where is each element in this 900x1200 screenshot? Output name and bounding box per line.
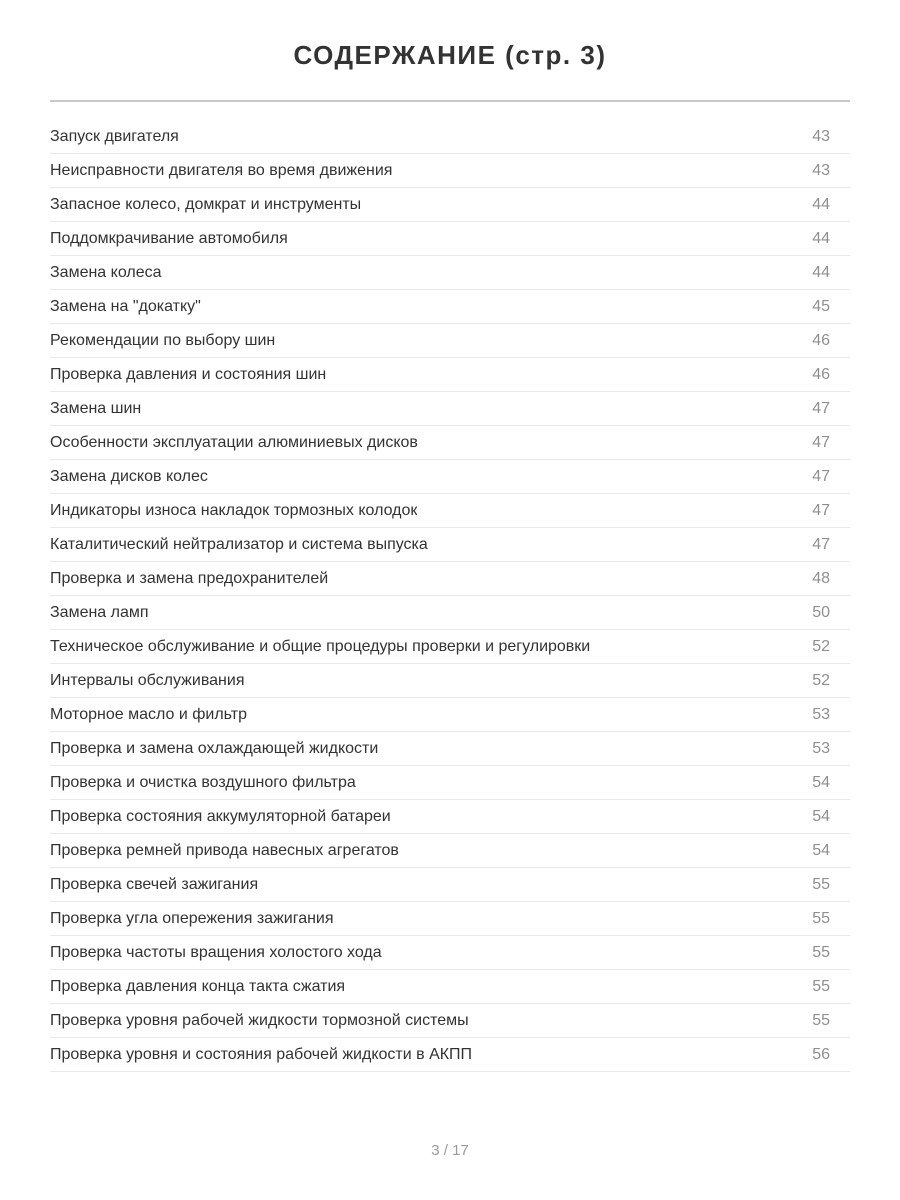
- toc-entry-label: Поддомкрачивание автомобиля: [50, 229, 288, 247]
- toc-entry[interactable]: Проверка уровня и состояния рабочей жидк…: [50, 1038, 850, 1072]
- toc-entry-page: 47: [812, 467, 830, 485]
- toc-entry-page: 55: [812, 875, 830, 893]
- page-indicator: 3 / 17: [431, 1142, 469, 1159]
- toc-entry[interactable]: Особенности эксплуатации алюминиевых дис…: [50, 426, 850, 460]
- toc-entry-page: 53: [812, 739, 830, 757]
- toc-entry-label: Замена колеса: [50, 263, 162, 281]
- toc-entry-page: 46: [812, 365, 830, 383]
- toc-entry[interactable]: Запасное колесо, домкрат и инструменты 4…: [50, 188, 850, 222]
- toc-entry-label: Проверка давления конца такта сжатия: [50, 977, 346, 995]
- toc-entry-label: Проверка угла опережения зажигания: [50, 909, 334, 927]
- toc-entry-page: 47: [812, 535, 830, 553]
- toc-entry-label: Особенности эксплуатации алюминиевых дис…: [50, 433, 418, 451]
- toc-entry[interactable]: Неисправности двигателя во время движени…: [50, 154, 850, 188]
- toc-entry[interactable]: Проверка и замена предохранителей 48: [50, 562, 850, 596]
- toc-entry[interactable]: Проверка угла опережения зажигания 55: [50, 902, 850, 936]
- toc-entry-page: 43: [812, 161, 830, 179]
- toc-entry[interactable]: Замена шин 47: [50, 392, 850, 426]
- toc-list: Запуск двигателя 43 Неисправности двигат…: [50, 120, 850, 1072]
- toc-entry[interactable]: Моторное масло и фильтр 53: [50, 698, 850, 732]
- toc-entry-label: Проверка уровня и состояния рабочей жидк…: [50, 1045, 473, 1063]
- toc-entry-page: 46: [812, 331, 830, 349]
- toc-entry-label: Замена дисков колес: [50, 467, 208, 485]
- toc-entry-label: Моторное масло и фильтр: [50, 705, 247, 723]
- toc-entry-label: Индикаторы износа накладок тормозных кол…: [50, 501, 418, 519]
- toc-entry[interactable]: Замена на "докатку" 45: [50, 290, 850, 324]
- toc-entry[interactable]: Поддомкрачивание автомобиля 44: [50, 222, 850, 256]
- toc-entry[interactable]: Каталитический нейтрализатор и система в…: [50, 528, 850, 562]
- toc-entry-label: Проверка уровня рабочей жидкости тормозн…: [50, 1011, 469, 1029]
- toc-entry-page: 43: [812, 127, 830, 145]
- toc-entry-label: Проверка ремней привода навесных агрегат…: [50, 841, 399, 859]
- toc-entry-page: 44: [812, 263, 830, 281]
- toc-entry[interactable]: Проверка свечей зажигания 55: [50, 868, 850, 902]
- toc-entry-label: Проверка и очистка воздушного фильтра: [50, 773, 356, 791]
- toc-entry-label: Техническое обслуживание и общие процеду…: [50, 637, 591, 655]
- toc-entry[interactable]: Интервалы обслуживания 52: [50, 664, 850, 698]
- toc-entry-page: 56: [812, 1045, 830, 1063]
- toc-entry-label: Проверка и замена предохранителей: [50, 569, 329, 587]
- toc-entry[interactable]: Проверка и очистка воздушного фильтра 54: [50, 766, 850, 800]
- title-divider: [50, 100, 850, 102]
- toc-entry-label: Запуск двигателя: [50, 127, 179, 145]
- toc-entry[interactable]: Проверка уровня рабочей жидкости тормозн…: [50, 1004, 850, 1038]
- toc-entry-page: 52: [812, 671, 830, 689]
- toc-entry[interactable]: Замена дисков колес 47: [50, 460, 850, 494]
- toc-entry-page: 55: [812, 909, 830, 927]
- toc-entry-page: 55: [812, 943, 830, 961]
- toc-entry-page: 48: [812, 569, 830, 587]
- toc-entry-page: 53: [812, 705, 830, 723]
- toc-entry[interactable]: Проверка давления и состояния шин 46: [50, 358, 850, 392]
- toc-entry-page: 54: [812, 807, 830, 825]
- toc-entry-page: 44: [812, 195, 830, 213]
- page-title: СОДЕРЖАНИЕ (стр. 3): [293, 40, 607, 70]
- toc-entry-label: Замена шин: [50, 399, 142, 417]
- toc-entry[interactable]: Техническое обслуживание и общие процеду…: [50, 630, 850, 664]
- toc-entry[interactable]: Индикаторы износа накладок тормозных кол…: [50, 494, 850, 528]
- toc-entry[interactable]: Проверка и замена охлаждающей жидкости 5…: [50, 732, 850, 766]
- toc-entry[interactable]: Проверка давления конца такта сжатия 55: [50, 970, 850, 1004]
- toc-entry-page: 54: [812, 841, 830, 859]
- toc-entry-label: Проверка и замена охлаждающей жидкости: [50, 739, 379, 757]
- toc-entry-page: 47: [812, 501, 830, 519]
- toc-entry[interactable]: Проверка частоты вращения холостого хода…: [50, 936, 850, 970]
- toc-entry-page: 47: [812, 433, 830, 451]
- toc-entry-label: Неисправности двигателя во время движени…: [50, 161, 393, 179]
- toc-entry-page: 44: [812, 229, 830, 247]
- toc-entry-label: Замена на "докатку": [50, 297, 201, 315]
- toc-entry-page: 50: [812, 603, 830, 621]
- toc-entry-page: 55: [812, 1011, 830, 1029]
- toc-entry-label: Интервалы обслуживания: [50, 671, 245, 689]
- toc-entry-label: Запасное колесо, домкрат и инструменты: [50, 195, 362, 213]
- toc-entry-label: Проверка состояния аккумуляторной батаре…: [50, 807, 391, 825]
- toc-entry-label: Проверка частоты вращения холостого хода: [50, 943, 382, 961]
- toc-entry-label: Рекомендации по выбору шин: [50, 331, 276, 349]
- toc-entry-label: Каталитический нейтрализатор и система в…: [50, 535, 428, 553]
- toc-entry-page: 54: [812, 773, 830, 791]
- toc-entry[interactable]: Замена ламп 50: [50, 596, 850, 630]
- toc-entry[interactable]: Запуск двигателя 43: [50, 120, 850, 154]
- toc-entry-page: 47: [812, 399, 830, 417]
- toc-entry[interactable]: Проверка ремней привода навесных агрегат…: [50, 834, 850, 868]
- toc-entry-page: 52: [812, 637, 830, 655]
- toc-entry-page: 45: [812, 297, 830, 315]
- toc-entry[interactable]: Замена колеса 44: [50, 256, 850, 290]
- toc-entry-label: Проверка свечей зажигания: [50, 875, 259, 893]
- toc-entry[interactable]: Проверка состояния аккумуляторной батаре…: [50, 800, 850, 834]
- toc-entry-label: Проверка давления и состояния шин: [50, 365, 327, 383]
- toc-entry-label: Замена ламп: [50, 603, 149, 621]
- toc-entry-page: 55: [812, 977, 830, 995]
- toc-entry[interactable]: Рекомендации по выбору шин 46: [50, 324, 850, 358]
